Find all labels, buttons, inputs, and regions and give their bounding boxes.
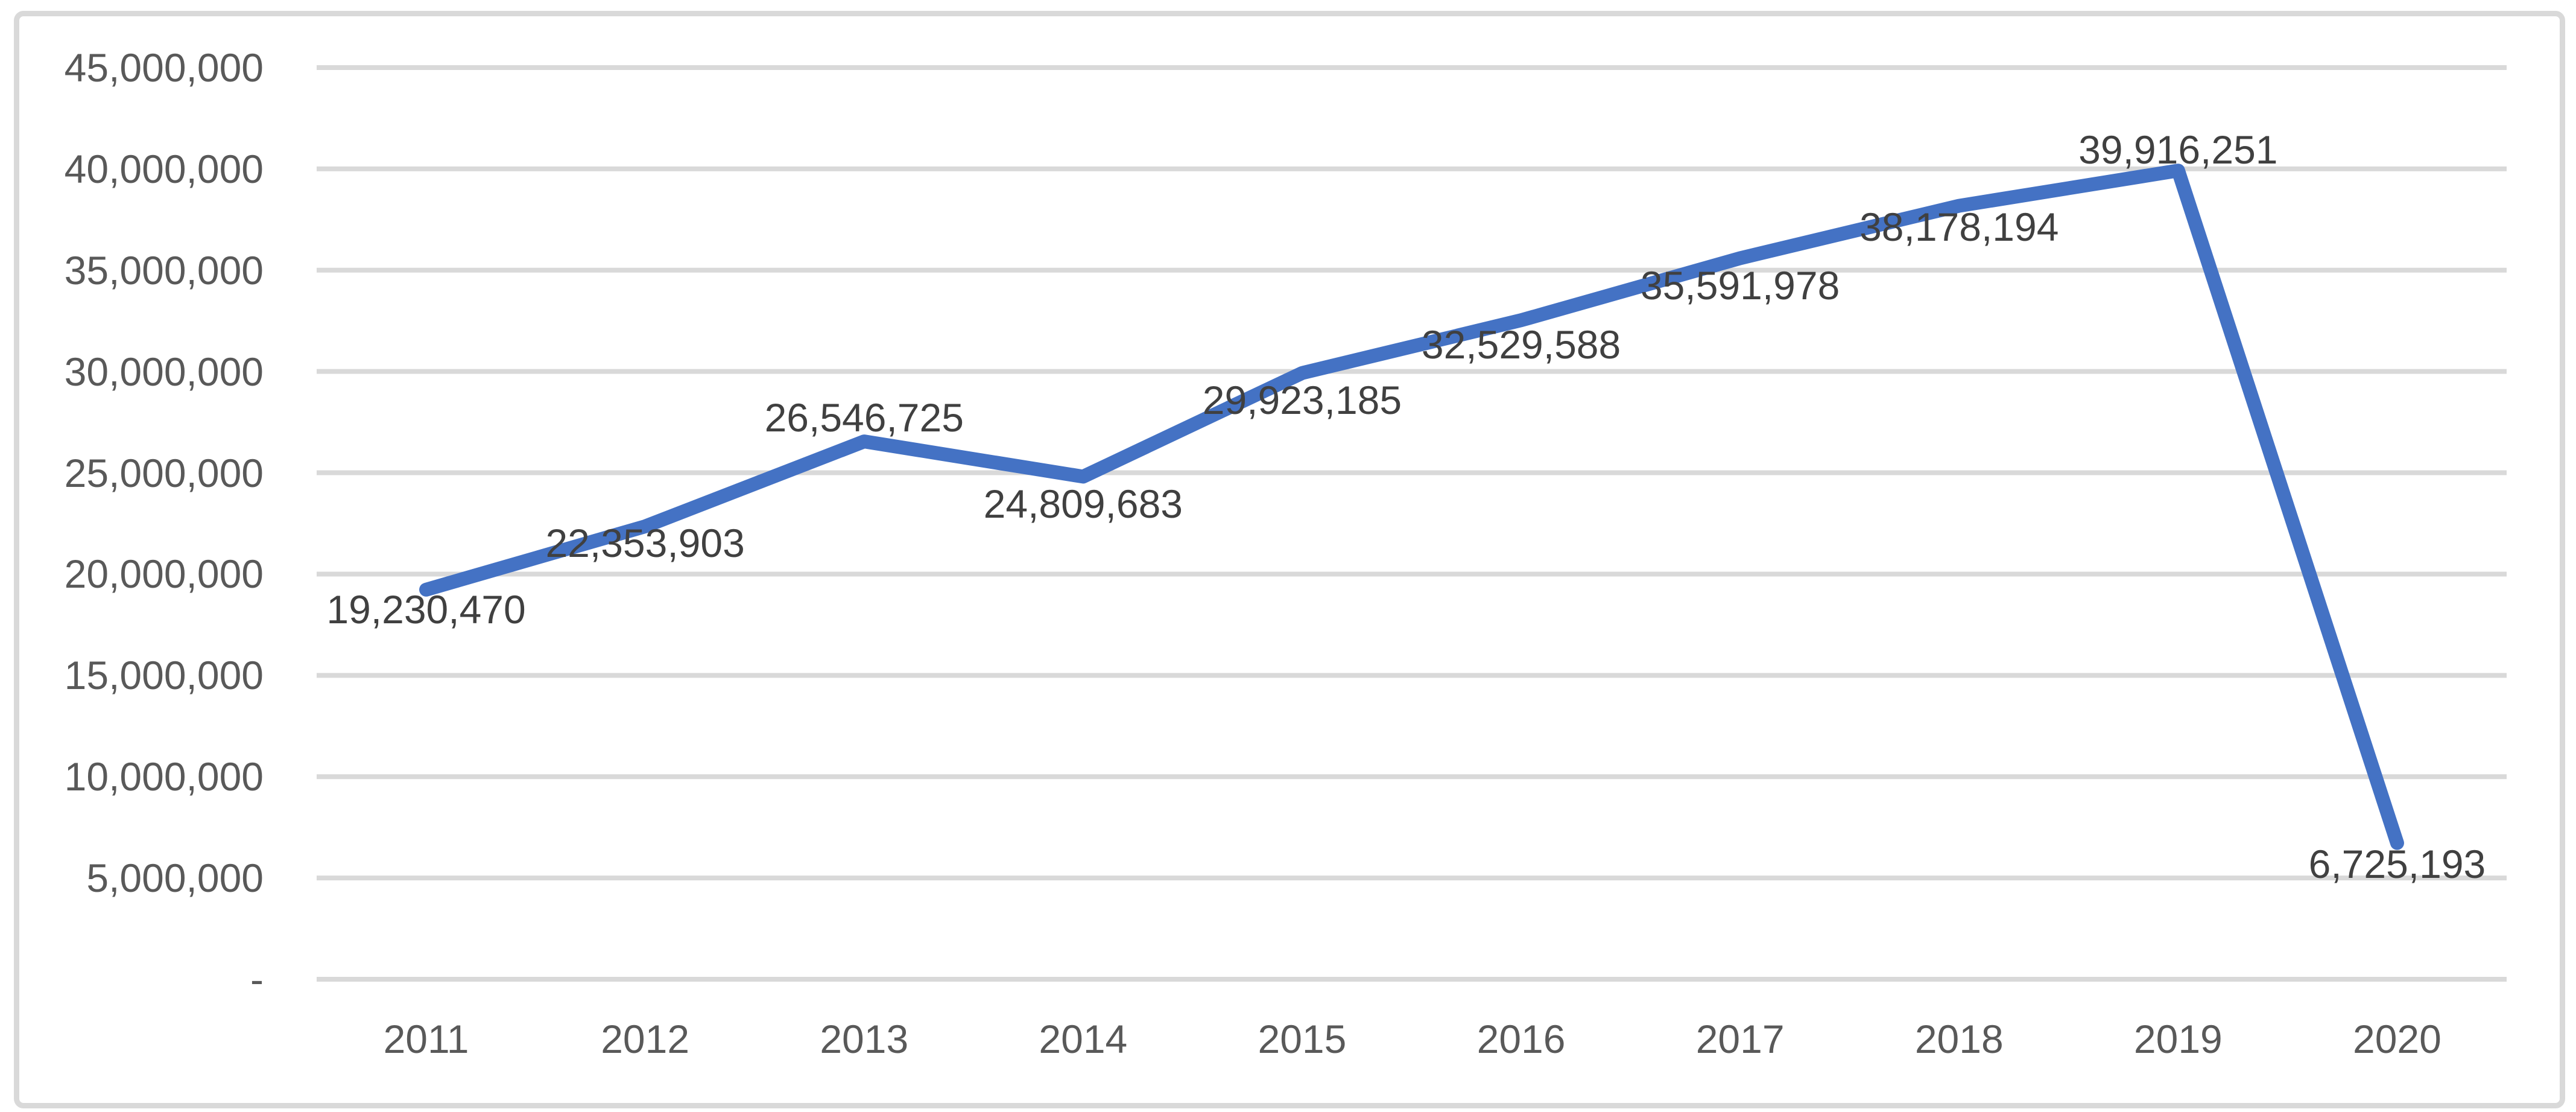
- x-tick-label: 2015: [1258, 1017, 1347, 1061]
- y-tick-label: -: [250, 957, 264, 1002]
- x-tick-label: 2020: [2353, 1017, 2442, 1061]
- x-tick-label: 2012: [601, 1017, 690, 1061]
- y-tick-label: 20,000,000: [64, 551, 264, 597]
- series-line: [419, 164, 2404, 850]
- data-label: 29,923,185: [1202, 378, 1402, 423]
- x-tick-label: 2019: [2133, 1017, 2223, 1061]
- data-label: 39,916,251: [2078, 127, 2278, 172]
- x-tick-label: 2013: [820, 1017, 909, 1061]
- y-tick-label: 40,000,000: [64, 146, 264, 191]
- data-label: 32,529,588: [1421, 322, 1621, 367]
- x-tick-label: 2017: [1695, 1017, 1785, 1061]
- data-label: 24,809,683: [983, 481, 1183, 526]
- y-tick-label: 10,000,000: [64, 754, 264, 799]
- x-tick-label: 2011: [383, 1017, 469, 1061]
- data-label: 26,546,725: [764, 395, 964, 440]
- data-label: 35,591,978: [1640, 262, 1840, 308]
- x-tick-label: 2018: [1914, 1017, 2004, 1061]
- y-tick-label: 45,000,000: [64, 45, 264, 90]
- data-label: 6,725,193: [2308, 842, 2486, 887]
- y-tick-label: 25,000,000: [64, 450, 264, 495]
- x-tick-label: 2016: [1476, 1017, 1566, 1061]
- y-tick-label: 35,000,000: [64, 247, 264, 293]
- data-label: 19,230,470: [326, 587, 526, 632]
- data-label: 22,353,903: [545, 521, 745, 566]
- data-label: 38,178,194: [1859, 205, 2059, 250]
- x-tick-label: 2014: [1039, 1017, 1128, 1061]
- y-tick-label: 5,000,000: [86, 856, 264, 901]
- y-tick-label: 15,000,000: [64, 653, 264, 698]
- y-tick-label: 30,000,000: [64, 349, 264, 394]
